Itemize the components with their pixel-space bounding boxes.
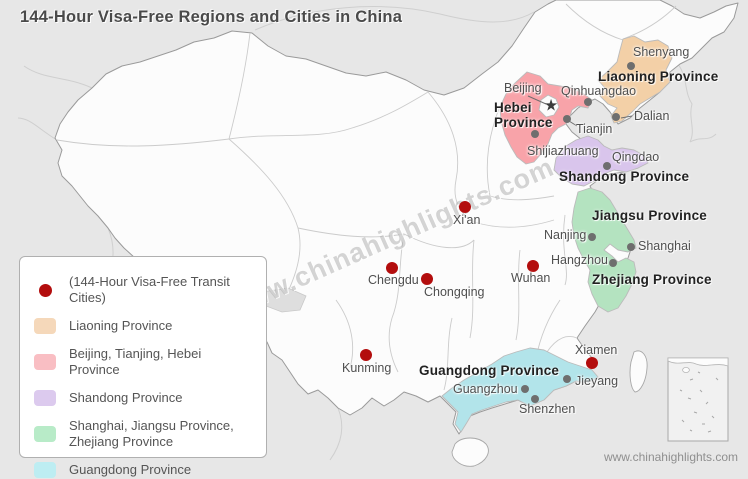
region-guangdong — [441, 347, 599, 433]
inset-islands — [679, 371, 719, 433]
region-jiangsu-zhejiang — [571, 187, 637, 313]
south-china-sea-inset — [667, 357, 729, 442]
province-borders — [56, 3, 677, 391]
taiwan-island — [629, 350, 648, 393]
city-dot-kunming — [360, 349, 372, 361]
city-dot-wuhan — [527, 260, 539, 272]
city-label-shenyang: Shenyang — [633, 45, 690, 59]
city-dot-nanjing — [588, 233, 596, 241]
city-label-kunming: Kunming — [342, 361, 392, 375]
legend-item-label: (144-Hour Visa-Free Transit Cities) — [69, 274, 230, 305]
legend-item-label: Shanghai, Jiangsu Province, Zhejiang Pro… — [69, 418, 234, 449]
legend-box: (144-Hour Visa-Free Transit Cities) Liaon… — [19, 256, 267, 478]
city-dot-shenyang — [627, 62, 635, 70]
city-dot-xiamen — [586, 357, 598, 369]
city-dot-dalian — [612, 113, 620, 121]
city-dot-qinhuangdao — [584, 98, 592, 106]
province-label-zhejiang: Zhejiang Province — [592, 272, 712, 287]
city-label-xiamen: Xiamen — [575, 343, 618, 357]
city-label-qinhuangdao: Qinhuangdao — [561, 84, 637, 98]
city-label-beijing: Beijing — [504, 81, 542, 95]
city-dot-hangzhou — [609, 259, 617, 267]
inset-hainan — [682, 366, 690, 373]
city-dot-shanghai — [627, 243, 635, 251]
city-label-hangzhou: Hangzhou — [551, 253, 608, 267]
region-swatch-icon — [34, 390, 56, 406]
city-label-guangzhou: Guangzhou — [453, 382, 518, 396]
region-swatch-icon — [34, 354, 56, 370]
city-dot-xi-an — [459, 201, 471, 213]
page-title: 144-Hour Visa-Free Regions and Cities in… — [20, 8, 403, 26]
region-hebei — [499, 71, 593, 165]
province-label-jiangsu: Jiangsu Province — [592, 208, 707, 223]
province-label-liaoning: Liaoning Province — [598, 69, 719, 84]
legend-item: Shanghai, Jiangsu Province, Zhejiang Pro… — [34, 418, 254, 450]
legend-item: (144-Hour Visa-Free Transit Cities) — [34, 274, 254, 306]
city-dot-qingdao — [603, 162, 611, 170]
province-label-guangdong: Guangdong Province — [419, 363, 560, 378]
city-label-wuhan: Wuhan — [511, 271, 551, 285]
city-label-dalian: Dalian — [634, 109, 670, 123]
hainan-island — [451, 437, 489, 467]
islands — [451, 350, 648, 467]
legend-item: Shandong Province — [34, 390, 254, 406]
legend-item-label: Beijing, Tianjing, Hebei Province — [69, 346, 202, 377]
city-dot-tianjin — [563, 115, 571, 123]
city-dot-guangzhou — [521, 385, 529, 393]
leader-line-dalian — [620, 115, 633, 119]
region-swatch-icon — [34, 462, 56, 478]
highlight-regions — [441, 35, 673, 433]
leader-line-tianjin — [568, 120, 578, 127]
city-label-jieyang: Jieyang — [575, 374, 619, 388]
leader-lines — [527, 95, 633, 127]
legend-item-label: Guangdong Province — [69, 462, 192, 477]
city-dot-shenzhen — [531, 395, 539, 403]
city-label-shanghai: Shanghai — [638, 239, 691, 253]
city-dot-shijiazhuang — [531, 130, 539, 138]
province-label-hebei: Hebei Province — [494, 100, 553, 130]
legend-item-label: Liaoning Province — [69, 318, 173, 333]
city-label-shijiazhuang: Shijiazhuang — [527, 144, 599, 158]
beijing-enclave — [538, 94, 560, 118]
city-label-nanjing: Nanjing — [544, 228, 587, 242]
city-dot-jieyang — [563, 375, 571, 383]
city-label-shenzhen: Shenzhen — [519, 402, 576, 416]
footer-url: www.chinahighlights.com — [603, 450, 738, 464]
leader-line-beijing — [527, 95, 547, 105]
city-label-qingdao: Qingdao — [612, 150, 660, 164]
legend-rows: (144-Hour Visa-Free Transit Cities) Liaon… — [34, 274, 254, 478]
region-swatch-icon — [34, 426, 56, 442]
region-swatch-icon — [34, 318, 56, 334]
legend-item: Beijing, Tianjing, Hebei Province — [34, 346, 254, 378]
city-label-chengdu: Chengdu — [368, 273, 419, 287]
legend-item: Guangdong Province — [34, 462, 254, 478]
transit-city-dot-icon — [39, 283, 52, 297]
city-dot-chongqing — [421, 273, 433, 285]
capital-star-icon: ★ — [543, 97, 559, 115]
city-label-xi-an: Xi'an — [453, 213, 481, 227]
inset-mainland — [667, 357, 729, 367]
legend-item: Liaoning Province — [34, 318, 254, 334]
region-shandong — [553, 135, 649, 187]
legend-item-label: Shandong Province — [69, 390, 183, 405]
city-dot-chengdu — [386, 262, 398, 274]
province-label-shandong: Shandong Province — [559, 169, 690, 184]
city-label-tianjin: Tianjin — [576, 122, 613, 136]
city-label-chongqing: Chongqing — [424, 285, 485, 299]
